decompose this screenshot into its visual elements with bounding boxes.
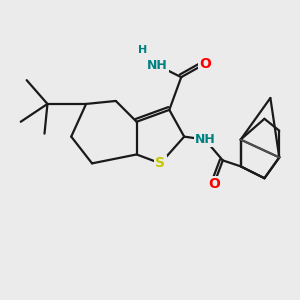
Text: NH: NH: [147, 59, 168, 72]
Text: O: O: [199, 57, 211, 71]
Text: O: O: [208, 177, 220, 191]
Text: NH: NH: [195, 133, 215, 146]
Text: S: S: [155, 156, 165, 170]
Text: H: H: [138, 45, 147, 56]
